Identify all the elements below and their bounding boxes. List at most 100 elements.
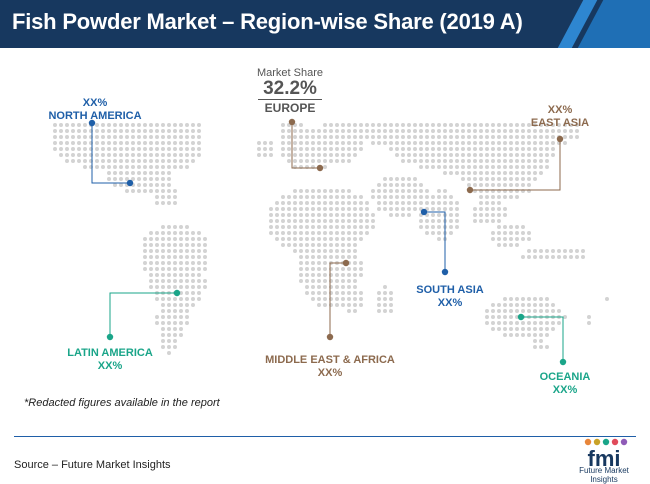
map-dot — [545, 159, 549, 163]
map-dot — [269, 147, 273, 151]
map-dot — [65, 123, 69, 127]
map-dot — [371, 189, 375, 193]
map-dot — [317, 237, 321, 241]
east-asia-name: EAST ASIA — [530, 117, 590, 129]
map-dot — [161, 285, 165, 289]
map-dot — [311, 213, 315, 217]
map-dot — [101, 147, 105, 151]
map-dot — [383, 195, 387, 199]
map-dot — [503, 183, 507, 187]
map-dot — [527, 231, 531, 235]
map-dot — [341, 285, 345, 289]
map-dot — [425, 147, 429, 151]
map-dot — [491, 321, 495, 325]
map-dot — [299, 129, 303, 133]
map-dot — [539, 171, 543, 175]
map-dot — [461, 123, 465, 127]
map-dot — [533, 345, 537, 349]
map-dot — [161, 159, 165, 163]
map-dot — [515, 237, 519, 241]
map-dot — [167, 279, 171, 283]
map-dot — [143, 177, 147, 181]
map-dot — [419, 153, 423, 157]
map-dot — [431, 207, 435, 211]
map-dot — [515, 123, 519, 127]
map-dot — [353, 153, 357, 157]
map-dot — [323, 165, 327, 169]
map-dot — [533, 129, 537, 133]
map-dot — [347, 147, 351, 151]
map-dot — [497, 225, 501, 229]
map-dot — [461, 159, 465, 163]
map-dot — [539, 303, 543, 307]
map-dot — [173, 273, 177, 277]
map-dot — [119, 147, 123, 151]
map-dot — [275, 213, 279, 217]
map-dot — [497, 243, 501, 247]
map-dot — [473, 207, 477, 211]
map-dot — [335, 297, 339, 301]
map-dot — [371, 135, 375, 139]
map-dot — [353, 249, 357, 253]
map-dot — [203, 249, 207, 253]
map-dot — [293, 213, 297, 217]
map-dot — [521, 231, 525, 235]
map-dot — [305, 147, 309, 151]
map-dot — [509, 165, 513, 169]
map-dot — [533, 171, 537, 175]
map-dot — [347, 243, 351, 247]
map-dot — [521, 297, 525, 301]
map-dot — [179, 321, 183, 325]
map-dot — [179, 267, 183, 271]
map-dot — [323, 141, 327, 145]
map-dot — [479, 207, 483, 211]
map-dot — [311, 225, 315, 229]
map-dot — [371, 195, 375, 199]
map-dot — [497, 165, 501, 169]
map-dot — [485, 219, 489, 223]
europe-label: EUROPE — [264, 101, 316, 115]
map-dot — [443, 207, 447, 211]
map-dot — [353, 123, 357, 127]
map-dot — [191, 297, 195, 301]
map-dot — [407, 195, 411, 199]
map-dot — [131, 165, 135, 169]
map-dot — [293, 219, 297, 223]
map-dot — [173, 123, 177, 127]
map-dot — [281, 243, 285, 247]
map-dot — [371, 141, 375, 145]
map-dot — [533, 177, 537, 181]
map-dot — [161, 123, 165, 127]
map-dot — [95, 165, 99, 169]
map-dot — [161, 141, 165, 145]
map-dot — [431, 219, 435, 223]
map-dot — [521, 333, 525, 337]
map-dot — [389, 141, 393, 145]
map-dot — [449, 201, 453, 205]
map-dot — [299, 255, 303, 259]
map-dot — [395, 123, 399, 127]
map-dot — [287, 135, 291, 139]
map-dot — [287, 159, 291, 163]
map-dot — [431, 153, 435, 157]
map-dot — [389, 183, 393, 187]
map-dot — [179, 225, 183, 229]
map-dot — [485, 309, 489, 313]
map-dot — [341, 153, 345, 157]
map-dot — [305, 261, 309, 265]
map-dot — [299, 147, 303, 151]
map-dot — [509, 243, 513, 247]
map-dot — [401, 189, 405, 193]
map-dot — [449, 171, 453, 175]
map-dot — [401, 201, 405, 205]
map-dot — [71, 153, 75, 157]
map-dot — [383, 177, 387, 181]
map-dot — [497, 231, 501, 235]
map-dot — [359, 237, 363, 241]
map-dot — [299, 159, 303, 163]
map-dot — [323, 255, 327, 259]
map-dot — [311, 291, 315, 295]
map-dot — [299, 261, 303, 265]
map-dot — [323, 291, 327, 295]
map-dot — [431, 165, 435, 169]
